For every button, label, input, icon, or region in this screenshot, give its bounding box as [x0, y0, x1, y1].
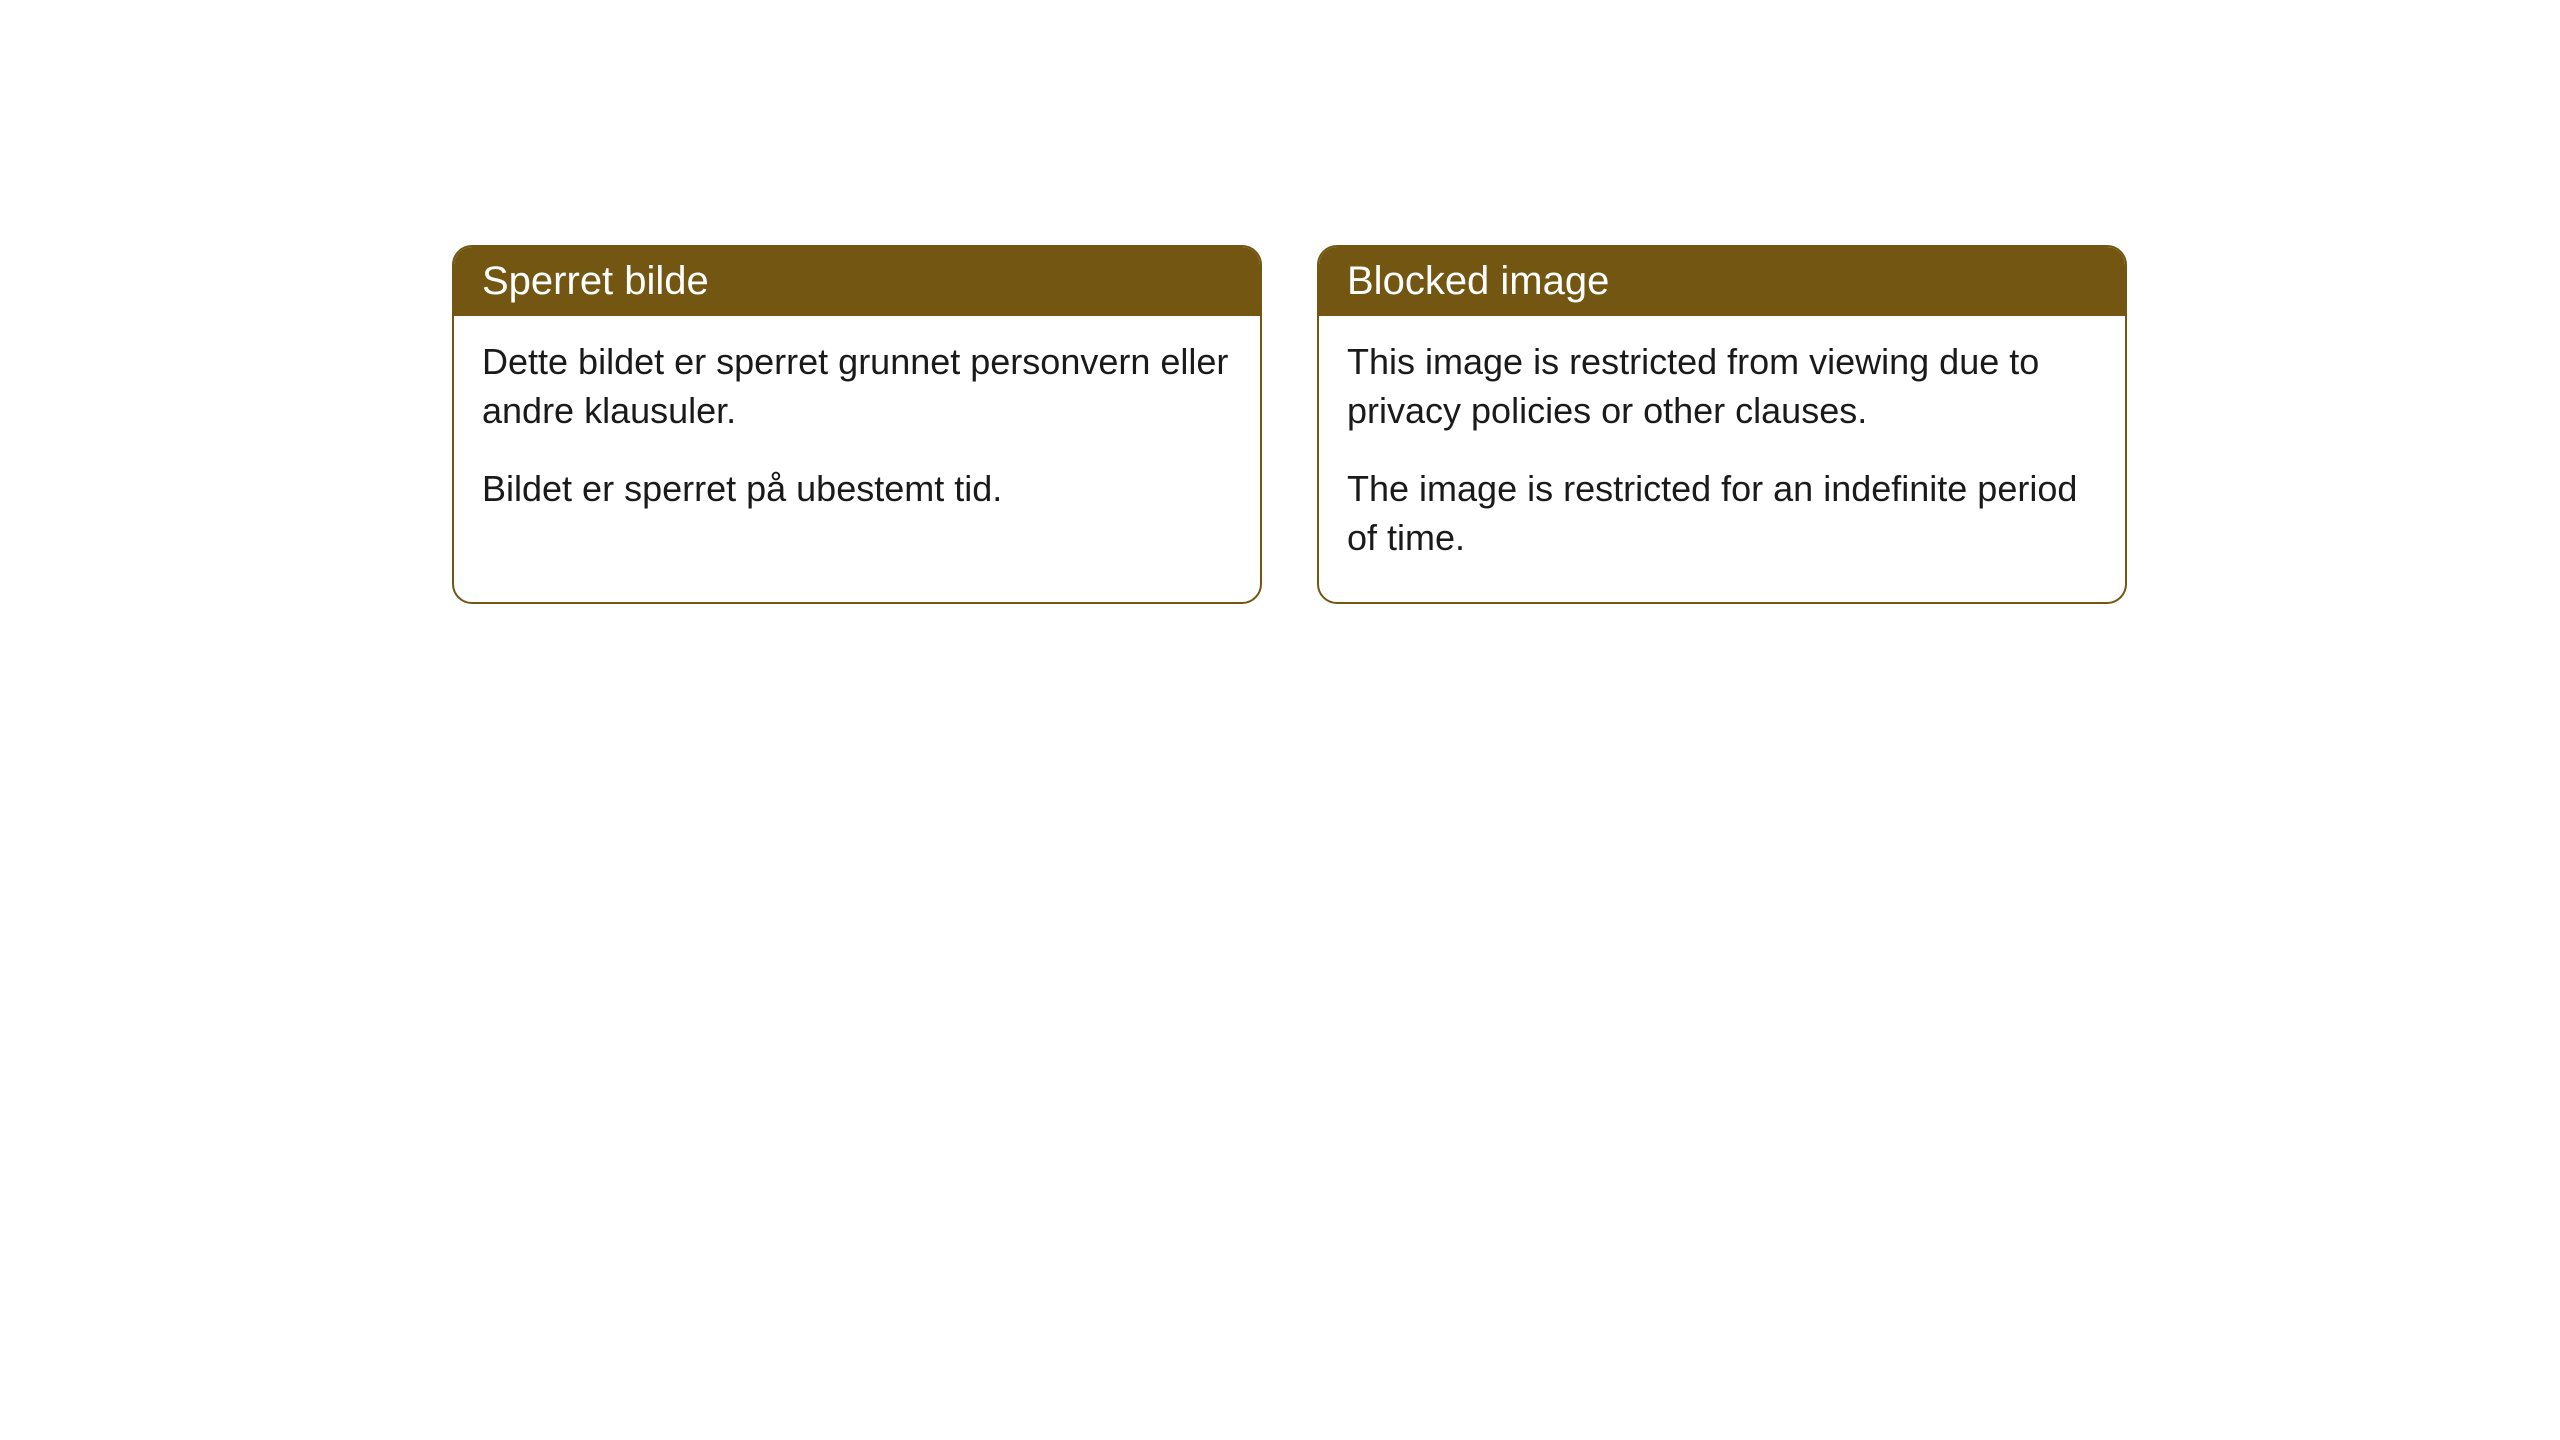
card-paragraph: Dette bildet er sperret grunnet personve…	[482, 338, 1232, 435]
blocked-image-card-norwegian: Sperret bilde Dette bildet er sperret gr…	[452, 245, 1262, 604]
blocked-image-card-english: Blocked image This image is restricted f…	[1317, 245, 2127, 604]
card-header-norwegian: Sperret bilde	[454, 247, 1260, 316]
card-paragraph: Bildet er sperret på ubestemt tid.	[482, 465, 1232, 514]
notice-cards-container: Sperret bilde Dette bildet er sperret gr…	[452, 245, 2560, 604]
card-paragraph: The image is restricted for an indefinit…	[1347, 465, 2097, 562]
card-paragraph: This image is restricted from viewing du…	[1347, 338, 2097, 435]
card-body-norwegian: Dette bildet er sperret grunnet personve…	[454, 316, 1260, 554]
card-header-english: Blocked image	[1319, 247, 2125, 316]
card-body-english: This image is restricted from viewing du…	[1319, 316, 2125, 602]
